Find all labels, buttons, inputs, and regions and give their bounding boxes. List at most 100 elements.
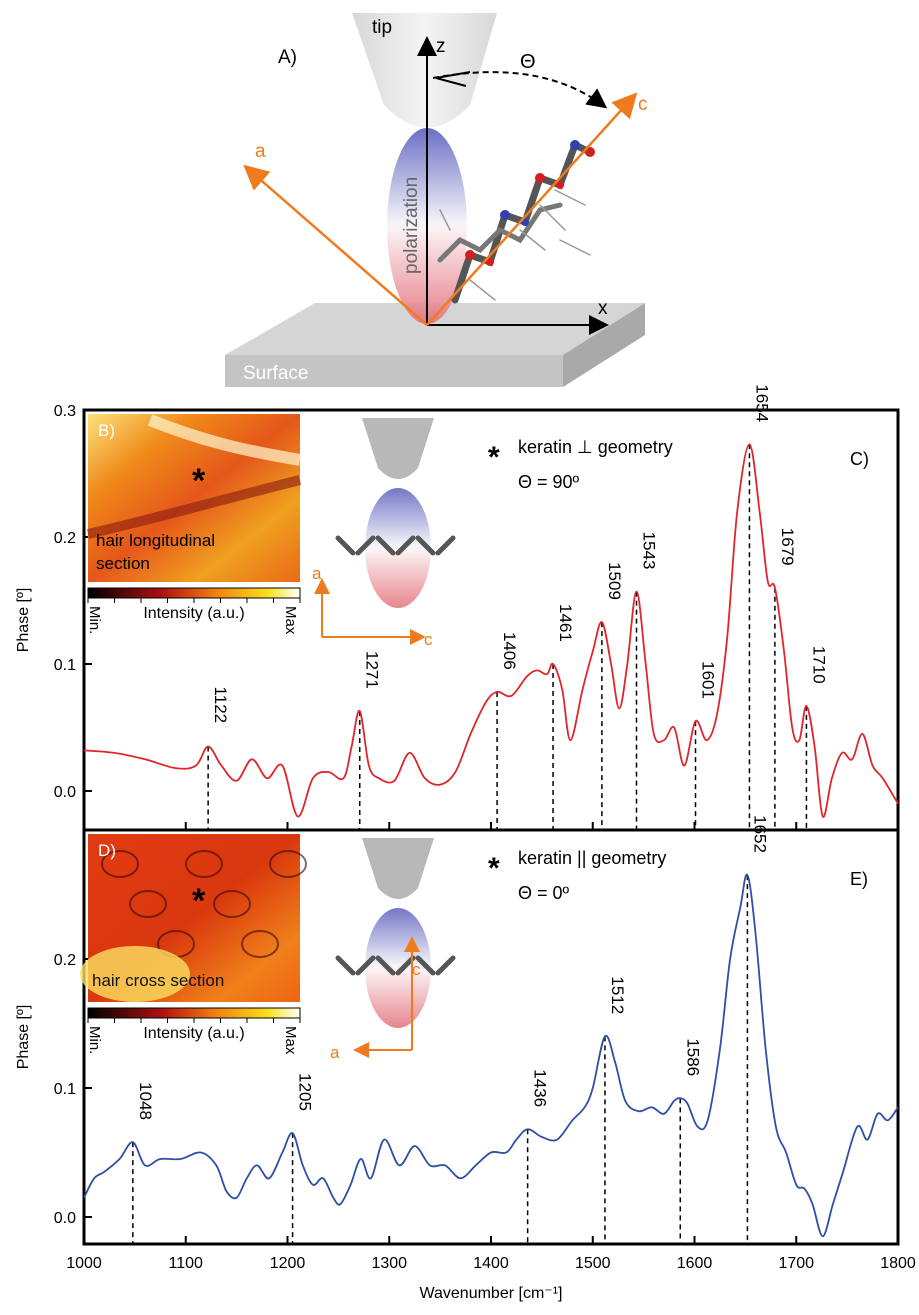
- molecule-bond: [335, 955, 356, 976]
- peak-label: 1543: [640, 532, 659, 570]
- chart-panel-c: 0.0 0.1 0.2 0.3 Phase [º] 1122 1271 1406 1461 150…: [15, 384, 900, 832]
- inset-star: *: [192, 462, 206, 500]
- peak-label: 1048: [136, 1082, 155, 1120]
- z-axis-label: z: [436, 36, 446, 57]
- molecule-bond: [435, 955, 456, 976]
- colorbar: [87, 587, 301, 599]
- surface-label: Surface: [243, 363, 308, 384]
- polarization-schematic: [365, 488, 431, 608]
- theta-annotation: Θ = 90º: [518, 472, 580, 492]
- star-marker: *: [488, 852, 500, 885]
- spectrum-line: [83, 443, 899, 818]
- surface-top: [225, 303, 645, 355]
- theta-label: Θ: [520, 51, 536, 73]
- x-tick-label: 1500: [575, 1255, 611, 1272]
- inset-label: hair cross section: [92, 971, 224, 990]
- tip-schematic: [362, 418, 434, 479]
- x-tick-label: 1100: [169, 1255, 204, 1272]
- inset-panel-label: B): [98, 421, 115, 440]
- inset-star: *: [192, 882, 206, 920]
- peak-label: 1679: [778, 528, 797, 566]
- geometry-annotation: keratin ⊥ geometry: [518, 437, 673, 457]
- y-tick-label: 0.2: [54, 530, 76, 547]
- geometry-annotation: keratin || geometry: [518, 848, 666, 868]
- peak-label: 1406: [500, 632, 519, 670]
- x-tick-label: 1600: [677, 1255, 713, 1272]
- map-cell: [185, 850, 223, 878]
- tip-label: tip: [372, 17, 392, 38]
- x-tick-label: 1300: [371, 1255, 407, 1272]
- molecule-bond: [395, 535, 416, 556]
- c-axis-label: c: [638, 94, 648, 115]
- x-axis-label: x: [598, 298, 608, 319]
- molecule-bond: [435, 535, 456, 556]
- axis-a-label: a: [312, 564, 322, 583]
- map-cell: [241, 930, 279, 958]
- colorbar-label: Intensity (a.u.): [143, 605, 244, 622]
- a-axis-label: a: [255, 141, 266, 162]
- inset-label: section: [96, 554, 150, 573]
- colorbar: [87, 1007, 301, 1019]
- polarization-label: polarization: [401, 177, 422, 274]
- y-axis-label: Phase [º]: [15, 588, 32, 653]
- orientation-diagram: Surface tip polarization z x a c: [225, 13, 648, 387]
- y-tick-label: 0.0: [54, 1210, 76, 1227]
- keratin-molecule: [437, 140, 595, 304]
- y-tick-label: 0.0: [54, 784, 76, 801]
- tip-schematic: [362, 838, 434, 899]
- map-highlight: [147, 414, 301, 466]
- peak-label: 1509: [605, 562, 624, 600]
- colorbar-min: Min.: [86, 1026, 103, 1054]
- surface-side: [563, 303, 645, 387]
- spectrum-line: [83, 873, 899, 1238]
- peak-label: 1205: [296, 1073, 315, 1111]
- y-tick-label: 0.1: [54, 1081, 76, 1098]
- colorbar-min: Min.: [86, 606, 103, 634]
- tip-shape: [352, 13, 497, 128]
- chart-panel-e: 0.0 0.1 0.2 Phase [º] 1048 1205 1436 1512 1586 16…: [15, 815, 916, 1302]
- inset-label: hair longitudinal: [96, 531, 215, 550]
- peak-label: 1512: [608, 976, 627, 1014]
- peak-label: 1654: [752, 384, 771, 422]
- peak-label: 1601: [699, 661, 718, 699]
- x-tick-label: 1700: [778, 1255, 814, 1272]
- a-axis: [243, 164, 428, 326]
- c-axis: [426, 92, 638, 326]
- peak-label: 1122: [211, 687, 230, 724]
- molecule-bond: [335, 535, 356, 556]
- y-tick-label: 0.3: [54, 403, 76, 420]
- peak-label: 1461: [556, 604, 575, 642]
- molecule-bond: [375, 535, 396, 556]
- panel-a-label: A): [278, 47, 297, 68]
- x-axis-label: Wavenumber [cm⁻¹]: [420, 1285, 563, 1302]
- spectra-chart: 0.0 0.1 0.2 0.3 Phase [º] 1122 1271 1406 1461 150…: [15, 384, 916, 1302]
- peak-label: 1652: [750, 815, 769, 853]
- map-streak: [86, 475, 302, 539]
- panel-label: C): [850, 449, 869, 469]
- axis-c-label: c: [424, 630, 433, 649]
- map-cell: [213, 890, 251, 918]
- colorbar-label: Intensity (a.u.): [143, 1025, 244, 1042]
- x-tick-label: 1400: [473, 1255, 509, 1272]
- peak-label: 1710: [809, 646, 828, 684]
- molecule-bond: [395, 955, 416, 976]
- axis-c-label: c: [412, 960, 421, 979]
- inset-panel-label: D): [98, 841, 116, 860]
- molecule-bond: [355, 955, 376, 976]
- molecule-bond: [415, 955, 436, 976]
- star-marker: *: [488, 441, 500, 474]
- molecule-bond: [355, 535, 376, 556]
- peak-label: 1271: [363, 651, 382, 689]
- x-tick-label: 1200: [270, 1255, 306, 1272]
- peak-label: 1436: [531, 1069, 550, 1107]
- peak-label: 1586: [683, 1038, 702, 1076]
- y-axis-label: Phase [º]: [15, 1005, 32, 1070]
- axis-a-label: a: [330, 1043, 340, 1062]
- colorbar-max: Max: [282, 1026, 299, 1055]
- map-cell: [129, 890, 167, 918]
- theta-annotation: Θ = 0º: [518, 883, 570, 903]
- map-cell: [101, 850, 139, 878]
- x-tick-label: 1000: [66, 1255, 102, 1272]
- molecule-bond: [415, 535, 436, 556]
